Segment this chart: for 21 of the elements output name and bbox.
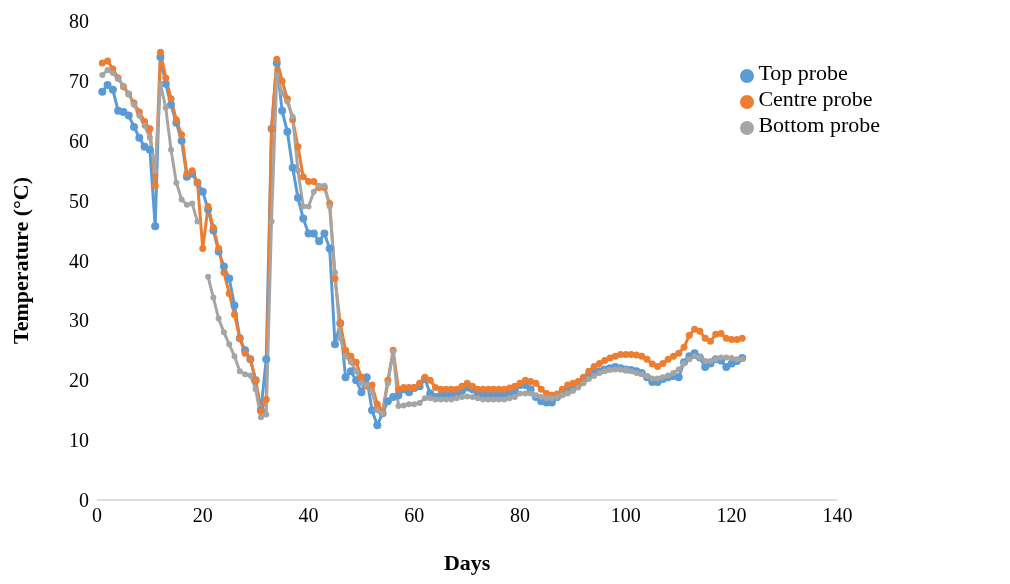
x-tick-label: 40 (298, 504, 319, 527)
x-tick-label: 60 (404, 504, 425, 527)
y-tick-label: 10 (69, 429, 89, 452)
legend-label: Centre probe (758, 86, 873, 111)
y-tick-label: 60 (69, 129, 89, 152)
y-tick-label: 30 (69, 309, 89, 332)
y-tick-label: 40 (69, 249, 89, 272)
y-tick-label: 70 (69, 69, 89, 92)
legend-label: Top probe (758, 60, 848, 85)
x-tick-label: 80 (510, 504, 531, 527)
y-tick-label: 50 (69, 189, 89, 212)
x-tick-label: 140 (822, 504, 853, 527)
x-tick-label: 100 (610, 504, 641, 527)
x-axis-title: Days (443, 550, 491, 575)
y-axis-title: Temperature (°C) (7, 176, 33, 345)
legend-label: Bottom probe (758, 112, 880, 137)
y-tick-label: 80 (69, 10, 89, 33)
y-tick-label: 20 (69, 369, 89, 392)
y-tick-label: 0 (79, 489, 89, 512)
x-tick-label: 20 (192, 504, 213, 527)
x-tick-label: 120 (716, 504, 747, 527)
